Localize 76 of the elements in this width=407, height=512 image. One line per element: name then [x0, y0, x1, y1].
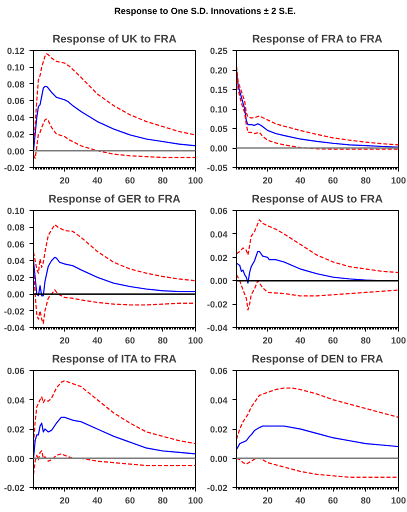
chart-title: Response of FRA to FRA: [252, 34, 383, 46]
y-tick-label: 0.08: [6, 222, 25, 233]
y-tick-label: 0.06: [6, 366, 25, 376]
x-tick-label: 20: [60, 176, 70, 186]
x-tick-label: 20: [262, 336, 273, 346]
x-tick-label: 60: [328, 336, 338, 346]
x-tick-label: 20: [262, 176, 273, 186]
y-tick-label: 0.02: [6, 424, 25, 434]
y-tick-label: 0.10: [6, 62, 25, 73]
x-tick-label: 100: [390, 176, 406, 186]
y-tick-label: 0.20: [210, 66, 228, 76]
y-tick-label: -0.02: [4, 483, 24, 493]
x-tick-label: 80: [360, 336, 371, 346]
y-tick-label: -0.02: [4, 163, 24, 173]
y-tick-label: 0.00: [210, 276, 228, 286]
chart-title: Response of AUS to FRA: [252, 194, 383, 206]
y-tick-label: 0.06: [210, 366, 228, 376]
y-tick-label: 0.02: [6, 130, 25, 140]
y-tick-label: 0.12: [6, 46, 25, 56]
y-tick-label: 0.00: [210, 144, 228, 154]
y-tick-label: 0.00: [6, 290, 25, 300]
x-tick-label: 20: [60, 336, 70, 346]
x-tick-label: 60: [328, 176, 338, 186]
y-tick-label: 0.10: [210, 104, 228, 114]
x-tick-label: 40: [295, 496, 306, 506]
y-tick-label: -0.02: [4, 306, 24, 316]
x-tick-label: 40: [92, 336, 102, 346]
y-tick-label: 0.06: [6, 239, 25, 250]
text: Response to One S.D. Innovations ± 2 S.E.: [114, 5, 296, 18]
y-tick-label: 0.00: [6, 454, 25, 464]
x-tick-label: 40: [92, 496, 102, 506]
y-tick-label: -0.05: [206, 163, 228, 173]
y-tick-label: 0.04: [210, 395, 228, 406]
x-tick-label: 100: [390, 496, 406, 506]
chart-title: Response of ITA to FRA: [52, 354, 177, 366]
y-tick-label: 0.02: [210, 252, 228, 263]
y-tick-label: 0.02: [6, 272, 25, 283]
x-tick-label: 80: [360, 496, 371, 506]
x-tick-label: 20: [262, 496, 273, 506]
chart-title: Response of GER to FRA: [48, 194, 181, 206]
x-tick-label: 100: [390, 336, 406, 346]
y-tick-label: -0.02: [206, 300, 228, 310]
y-tick-label: 0.04: [6, 256, 25, 266]
x-tick-label: 80: [360, 176, 371, 186]
y-tick-label: 0.08: [6, 79, 25, 90]
y-tick-label: 0.02: [210, 424, 228, 434]
x-tick-label: 40: [295, 176, 306, 186]
y-tick-label: 0.06: [6, 96, 25, 106]
y-tick-label: 0.00: [6, 146, 25, 156]
x-tick-label: 100: [188, 336, 204, 346]
y-tick-label: 0.04: [6, 112, 25, 123]
x-tick-label: 60: [328, 496, 338, 506]
x-tick-label: 80: [158, 336, 168, 346]
y-tick-label: -0.02: [206, 483, 228, 493]
y-tick-label: 0.10: [6, 206, 25, 216]
x-tick-label: 80: [158, 496, 168, 506]
x-tick-label: 100: [188, 176, 204, 186]
y-tick-label: 0.04: [210, 229, 228, 240]
y-tick-label: 0.06: [210, 206, 228, 216]
x-tick-label: 100: [188, 496, 204, 506]
chart-title: Response of UK to FRA: [52, 34, 177, 46]
chart-title: Response of DEN to FRA: [252, 354, 384, 366]
x-tick-label: 40: [92, 176, 102, 186]
y-tick-label: 0.05: [210, 124, 228, 134]
x-tick-label: 80: [158, 176, 168, 186]
y-tick-label: -0.04: [206, 323, 228, 333]
x-tick-label: 20: [60, 496, 70, 506]
y-tick-label: 0.00: [210, 454, 228, 464]
y-tick-label: 0.25: [210, 46, 228, 56]
y-tick-label: 0.15: [210, 85, 228, 95]
y-tick-label: 0.04: [6, 395, 25, 406]
x-tick-label: 60: [125, 176, 136, 186]
x-tick-label: 60: [125, 336, 136, 346]
x-tick-label: 40: [295, 336, 306, 346]
x-tick-label: 60: [125, 496, 136, 506]
y-tick-label: -0.04: [4, 323, 24, 333]
